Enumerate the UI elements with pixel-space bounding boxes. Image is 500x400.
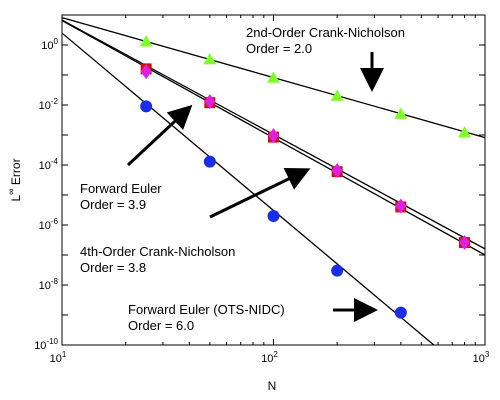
data-point-series-2-4 — [395, 198, 407, 214]
axis-ticks: 101 102 103 100 10-2 10-4 10-6 10-8 10-10 — [34, 14, 490, 365]
annotation-cn2: 2nd-Order Crank-Nicholson Order = 2.0 — [246, 25, 409, 56]
data-point-series-0-5 — [458, 126, 472, 138]
data-point-series-3-4 — [394, 306, 407, 319]
x-tick-label-1: 102 — [261, 350, 278, 365]
data-point-series-2-0 — [140, 64, 152, 80]
data-point-series-2-2 — [268, 128, 279, 144]
annotation-arrows — [126, 52, 384, 322]
annotation-fe: Forward Euler Order = 3.9 — [80, 181, 165, 212]
plot-frame — [61, 14, 486, 346]
data-point-series-0-4 — [394, 107, 408, 119]
y-tick-label-1: 10-2 — [39, 97, 59, 112]
data-point-series-0-0 — [139, 35, 153, 47]
arrow-cn4 — [209, 168, 311, 219]
arrow-fe — [126, 104, 193, 167]
data-point-series-2-1 — [204, 94, 216, 110]
data-point-series-2-5 — [459, 235, 471, 251]
annotation-cn4: 4th-Order Crank-Nicholson Order = 3.8 — [80, 244, 239, 275]
fit-line-series-3 — [61, 32, 435, 346]
data-point-series-0-3 — [330, 89, 344, 101]
y-axis-label: L∞ Error — [6, 158, 23, 201]
annotation-ots: Forward Euler (OTS-NIDC) Order = 6.0 — [128, 302, 288, 333]
data-point-series-3-0 — [140, 100, 153, 113]
data-point-series-3-1 — [203, 155, 216, 168]
x-axis-label: N — [268, 379, 277, 393]
y-tick-label-5: 10-10 — [34, 337, 58, 352]
data-point-series-3-2 — [267, 209, 280, 222]
data-point-series-3-3 — [331, 264, 344, 277]
x-tick-label-0: 101 — [50, 350, 67, 365]
y-tick-label-2: 10-4 — [39, 157, 59, 172]
data-point-series-0-2 — [267, 71, 280, 83]
y-tick-label-3: 10-6 — [39, 217, 59, 232]
data-point-series-0-1 — [203, 52, 217, 65]
y-tick-label-4: 10-8 — [39, 277, 59, 292]
x-tick-label-2: 103 — [473, 350, 490, 365]
y-tick-label-0: 100 — [41, 37, 58, 52]
data-point-series-2-3 — [331, 163, 343, 179]
data-markers — [139, 35, 472, 319]
